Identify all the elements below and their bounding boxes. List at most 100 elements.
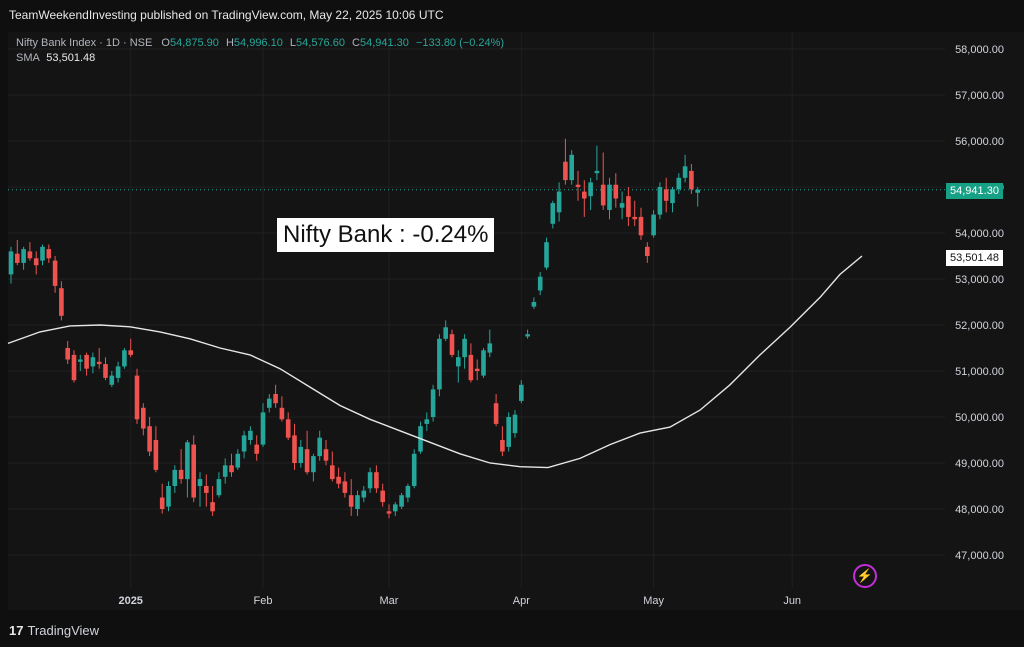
candle-body [260,412,266,445]
candle-body [695,189,700,193]
candle-body [166,486,171,507]
symbol-name: Nifty Bank Index · 1D · NSE [16,37,153,49]
candle-body [651,214,656,236]
candle-body [40,246,45,261]
tradingview-logo-icon: 17 [9,623,24,638]
candle-body [487,343,493,353]
price-axis[interactable] [945,32,1024,610]
price-tick-label: 52,000.00 [955,320,1004,332]
header-bar: TeamWeekendInvesting published on Tradin… [0,0,1024,30]
candle-body [84,354,89,369]
candle-body [569,154,574,181]
sma-row: SMA 53,501.48 [16,51,504,66]
candle-body [78,359,83,362]
lightning-icon[interactable]: ⚡ [853,564,877,588]
sma-line [7,255,863,469]
candle-body [676,177,682,190]
high-value: 54,996.10 [233,37,283,49]
candle-body [575,184,581,187]
close-label: C [352,37,360,49]
price-tick-label: 51,000.00 [955,366,1004,378]
candle-body [348,495,354,507]
candle-body [663,189,669,201]
candle-body [594,170,600,174]
candle-body [317,437,322,457]
candle-body [222,465,228,477]
candle-body [59,288,64,316]
candle-body [537,276,543,291]
open-label: O [161,37,170,49]
candle-body [292,435,297,463]
candle-body [65,348,70,360]
candle-body [399,495,404,507]
footer-brand[interactable]: 17 TradingView [9,623,99,639]
time-tick-label: 2025 [118,595,142,607]
candle-body [330,465,335,480]
sma-price-badge: 53,501.48 [946,250,1003,266]
candle-body [563,161,568,181]
candle-body [361,490,367,498]
candle-body [279,407,285,420]
candle-body [607,184,612,210]
candle-body [172,469,178,486]
candle-body [670,189,675,204]
candle-body [298,446,304,463]
candle-body [367,472,373,489]
candle-body [178,469,184,480]
candle-body [96,361,102,365]
price-tick-label: 47,000.00 [955,550,1004,562]
price-tick-label: 49,000.00 [955,458,1004,470]
candle-body [235,453,241,468]
candle-body [204,486,209,493]
candle-body [437,338,442,390]
sma-value: 53,501.48 [46,52,96,64]
candle-body [311,456,316,473]
price-tick-label: 48,000.00 [955,504,1004,516]
candle-body [638,216,644,236]
candle-body [430,389,436,417]
candle-body [449,334,455,355]
candle-body [411,453,417,486]
candle-body [424,419,430,424]
candle-body [141,407,146,429]
time-tick-label: May [643,595,664,607]
candle-body [682,166,688,178]
candle-body [27,251,33,259]
candle-body [519,384,524,401]
candle-body [689,170,694,190]
candle-body [550,203,556,224]
candle-body [21,249,26,263]
symbol-legend[interactable]: Nifty Bank Index · 1D · NSE O54,875.90 H… [16,36,504,66]
brand-name: TradingView [27,623,100,638]
candle-body [267,398,272,408]
candle-body [355,495,360,509]
candle-body [531,302,537,307]
candle-body [216,479,222,496]
annotation-box[interactable]: Nifty Bank : -0.24% [277,218,495,252]
candle-body [197,479,203,486]
candle-body [52,260,58,286]
candle-body [229,465,234,473]
candle-body [153,440,159,470]
candle-body [512,414,518,434]
price-tick-label: 53,000.00 [955,274,1004,286]
price-tick-label: 54,000.00 [955,228,1004,240]
plot-area[interactable] [8,32,945,610]
candle-body [380,490,385,503]
time-axis[interactable] [8,588,945,610]
open-value: 54,875.90 [169,37,219,49]
candle-body [336,476,341,484]
candle-body [657,187,663,215]
price-tick-label: 58,000.00 [955,44,1004,56]
candle-body [147,426,152,452]
ohlc-row: Nifty Bank Index · 1D · NSE O54,875.90 H… [16,36,504,51]
candle-body [374,472,379,489]
candle-body [481,350,486,376]
sma-label: SMA [16,52,40,64]
time-tick-label: Mar [380,595,399,607]
candle-body [323,449,329,461]
candle-body [556,191,562,213]
candle-body [109,375,115,385]
candle-body [15,253,20,263]
